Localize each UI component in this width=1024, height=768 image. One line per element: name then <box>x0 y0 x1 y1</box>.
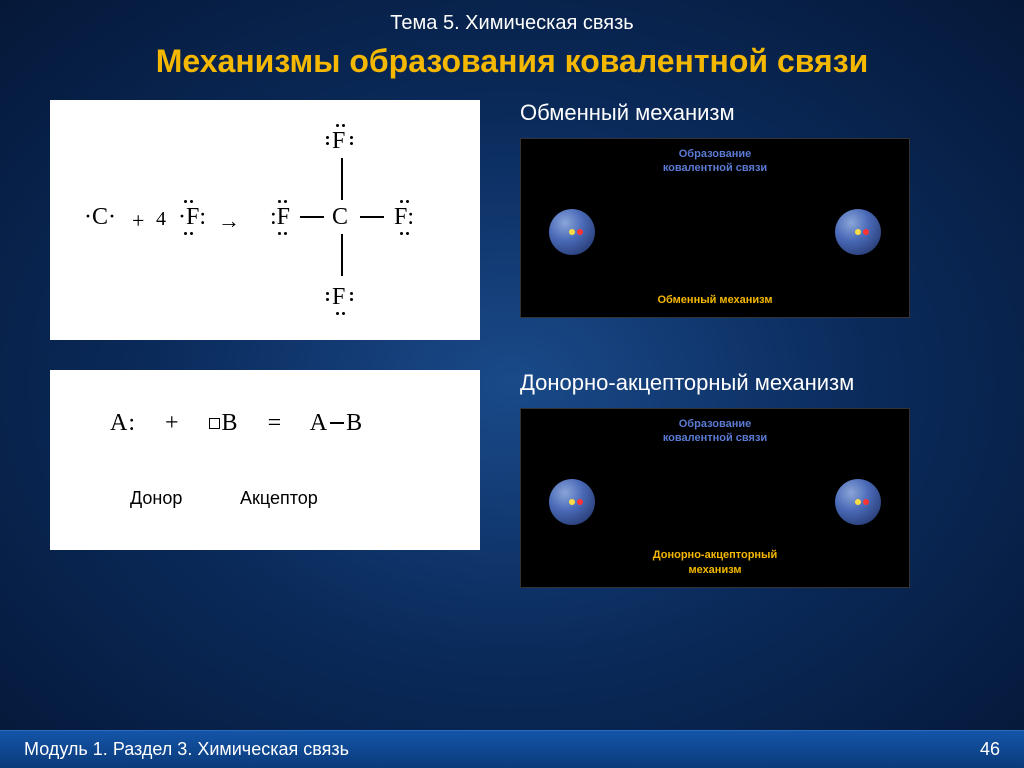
da-equation: A: + B = AB Донор Акцептор <box>50 370 480 550</box>
topic-label: Тема 5. Химическая связь <box>0 0 1024 35</box>
empty-orbital-icon <box>209 418 220 429</box>
bond-top <box>341 158 343 200</box>
bond-icon <box>330 422 344 424</box>
thumb-subtitle: Обменный механизм <box>521 293 909 307</box>
reactant-f: ·F: <box>178 204 206 231</box>
reactant-c: ·C· <box>84 204 116 231</box>
equation-line: A: + B = AB <box>110 410 363 437</box>
product-f-right: F: <box>394 204 414 231</box>
footer-bar: Модуль 1. Раздел 3. Химическая связь 46 <box>0 730 1024 768</box>
bond-bottom <box>341 234 343 276</box>
plus-sign: + <box>132 208 144 234</box>
product-c: C <box>332 204 348 231</box>
slide-title: Механизмы образования ковалентной связи <box>0 35 1024 100</box>
atom-icon <box>549 209 595 255</box>
atom-icon <box>835 479 881 525</box>
lewis-panel: ·C· + 4 ·F: → :F C F: F <box>50 100 480 340</box>
product-b: B <box>346 410 363 436</box>
footer-text: Модуль 1. Раздел 3. Химическая связь <box>24 739 349 760</box>
product-f-left: :F <box>270 204 290 231</box>
product-f-bottom: F <box>332 284 345 311</box>
da-label: Донорно-акцепторный механизм <box>520 370 974 396</box>
row-exchange: ·C· + 4 ·F: → :F C F: F <box>50 100 974 340</box>
acceptor-label: Акцептор <box>240 488 318 509</box>
content-area: ·C· + 4 ·F: → :F C F: F <box>0 100 1024 588</box>
arrow-icon: → <box>218 208 240 234</box>
acceptor-b: B <box>222 410 239 436</box>
thumb-title: Образование ковалентной связи <box>663 147 767 176</box>
thumb-subtitle: Донорно-акцепторный механизм <box>521 548 909 577</box>
da-right: Донорно-акцепторный механизм Образование… <box>520 370 974 588</box>
product-f-top: F <box>332 128 345 155</box>
product-a: A <box>310 410 328 436</box>
exchange-thumbnail[interactable]: Образование ковалентной связи Обменный м… <box>520 138 910 318</box>
donor-acceptor-panel: A: + B = AB Донор Акцептор <box>50 370 480 550</box>
equals-sign: = <box>268 410 283 436</box>
lewis-structure: ·C· + 4 ·F: → :F C F: F <box>50 100 480 340</box>
thumb-title: Образование ковалентной связи <box>663 417 767 446</box>
exchange-right: Обменный механизм Образование ковалентно… <box>520 100 974 318</box>
plus-sign: + <box>165 410 180 436</box>
exchange-label: Обменный механизм <box>520 100 974 126</box>
da-thumbnail[interactable]: Образование ковалентной связи Донорно-ак… <box>520 408 910 588</box>
atom-icon <box>549 479 595 525</box>
row-donor-acceptor: A: + B = AB Донор Акцептор Донорно-акцеп… <box>50 370 974 588</box>
bond-left <box>300 216 324 218</box>
coefficient: 4 <box>156 208 166 231</box>
page-number: 46 <box>980 739 1000 760</box>
atom-icon <box>835 209 881 255</box>
donor-label: Донор <box>130 488 182 509</box>
donor-a: A: <box>110 410 136 437</box>
bond-right <box>360 216 384 218</box>
